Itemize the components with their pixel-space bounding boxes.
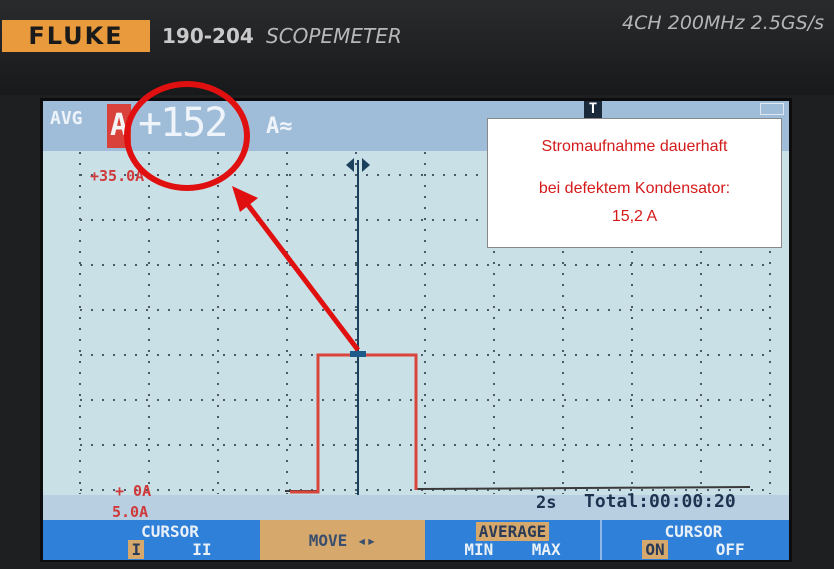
scale-per-div: 5.0A	[112, 503, 149, 521]
timebase: 2s	[536, 493, 557, 513]
option-max[interactable]: MAX	[531, 540, 561, 559]
model-number: 190-204	[162, 24, 254, 48]
option-on[interactable]: ON	[642, 540, 668, 559]
status-bar	[43, 495, 789, 522]
option-cursor-1[interactable]: I	[128, 540, 145, 559]
cursor-handle-icon-right	[362, 158, 370, 172]
annotation-box: Stromaufnahme dauerhaft bei defektem Kon…	[487, 118, 782, 248]
mode-label: AVG	[50, 108, 83, 129]
fluke-logo: FLUKE	[2, 20, 150, 52]
option-min[interactable]: MIN	[464, 540, 494, 559]
softkey-average[interactable]: AVERAGE MIN MAX	[430, 520, 595, 560]
softkey-move[interactable]: MOVE ◂▸	[260, 520, 425, 560]
softkey-cursor-onoff[interactable]: CURSOR ON OFF	[600, 520, 785, 560]
trigger-marker: T	[584, 101, 602, 121]
annotation-line: Stromaufnahme dauerhaft	[541, 138, 728, 155]
annotation-line: bei defektem Kondensator:	[538, 180, 731, 197]
softkey-label: CURSOR	[664, 522, 723, 541]
softkey-cursor-select[interactable]: CURSOR I II	[85, 520, 255, 560]
reading-unit: A≈	[266, 114, 293, 139]
current-trace	[290, 353, 418, 494]
device-specs: 4CH 200MHz 2.5GS/s	[622, 12, 824, 34]
baseline-trace-right	[415, 486, 751, 490]
softkey-label: MOVE ◂▸	[308, 531, 377, 550]
scale-top-label: +35.0A	[90, 167, 145, 185]
battery-icon	[760, 103, 784, 115]
annotation-line: 15,2 A	[611, 208, 658, 225]
cursor-marker	[350, 351, 366, 357]
zero-label: + 0A	[115, 482, 152, 500]
softkey-label: CURSOR	[141, 522, 199, 541]
option-average[interactable]: AVERAGE	[475, 522, 550, 541]
model-name: SCOPEMETER	[266, 24, 402, 48]
total-time: Total:00:00:20	[584, 491, 736, 512]
option-cursor-2[interactable]: II	[192, 540, 212, 559]
cursor-handle-icon	[346, 158, 354, 172]
option-off[interactable]: OFF	[715, 540, 745, 559]
